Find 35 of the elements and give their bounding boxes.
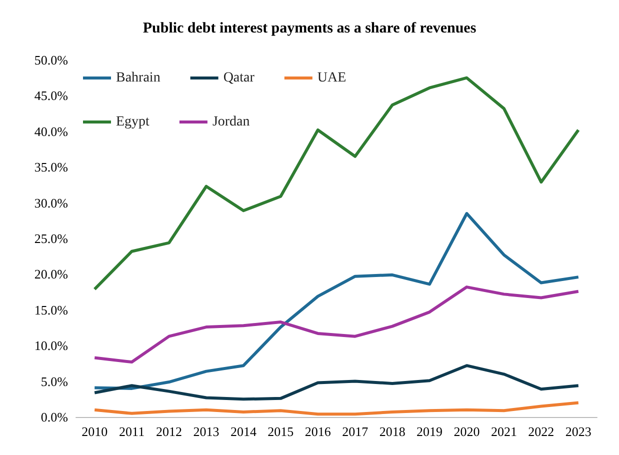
line-series bbox=[93, 401, 580, 416]
x-tick-label: 2010 bbox=[82, 424, 108, 439]
y-tick-label: 35.0% bbox=[34, 160, 68, 175]
y-tick-label: 5.0% bbox=[40, 374, 68, 389]
legend-label: Bahrain bbox=[116, 70, 160, 86]
y-tick-label: 0.0% bbox=[40, 410, 68, 424]
x-tick-label: 2013 bbox=[193, 424, 220, 439]
x-tick-label: 2015 bbox=[268, 424, 294, 439]
legend-label: Jordan bbox=[212, 114, 250, 130]
y-tick-label: 50.0% bbox=[34, 52, 68, 68]
y-tick-label: 45.0% bbox=[34, 88, 68, 104]
x-tick-label: 2018 bbox=[379, 424, 406, 439]
x-tick-label: 2017 bbox=[342, 424, 369, 439]
x-tick-label: 2014 bbox=[230, 424, 257, 439]
x-tick-label: 2019 bbox=[416, 424, 443, 439]
y-tick-label: 40.0% bbox=[34, 124, 68, 139]
line-series bbox=[93, 286, 580, 364]
x-tick-label: 2020 bbox=[454, 424, 480, 439]
y-tick-label: 10.0% bbox=[34, 338, 68, 354]
x-tick-label: 2012 bbox=[156, 424, 182, 439]
chart-title: Public debt interest payments as a share of revenues bbox=[142, 20, 476, 36]
x-tick-label: 2016 bbox=[304, 424, 332, 439]
legend-label: Egypt bbox=[116, 114, 150, 130]
line-series bbox=[93, 212, 580, 390]
y-tick-label: 30.0% bbox=[34, 195, 68, 210]
x-tick-label: 2011 bbox=[119, 424, 145, 439]
y-tick-label: 20.0% bbox=[34, 266, 68, 282]
x-tick-label: 2023 bbox=[565, 424, 592, 439]
line-series bbox=[93, 364, 580, 401]
y-tick-label: 15.0% bbox=[34, 302, 68, 318]
x-tick-label: 2021 bbox=[490, 424, 517, 439]
legend-label: UAE bbox=[317, 70, 346, 86]
legend-label: Qatar bbox=[223, 70, 255, 86]
y-tick-label: 25.0% bbox=[34, 231, 68, 246]
x-tick-label: 2022 bbox=[528, 424, 554, 439]
